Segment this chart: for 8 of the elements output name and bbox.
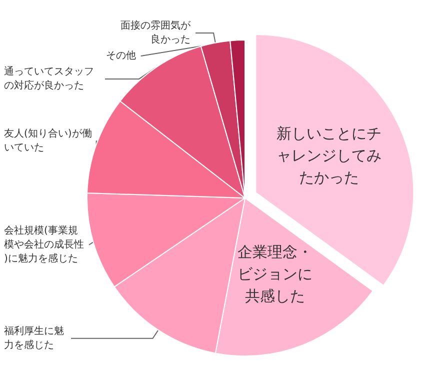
slice-label: その他 — [106, 49, 136, 62]
slice-label: 通っていてスタッフの対応が良かった — [4, 65, 94, 92]
slice-label: 友人(知り合い)が働いていた — [4, 128, 92, 154]
slice-label: 福利厚生に魅力を感じた — [4, 324, 64, 351]
slice-label: 新しいことにチャレンジしてみたかった — [276, 124, 382, 186]
slice-label: 会社規模(事業規模や会社の成長性)に魅力を感じた — [4, 224, 84, 264]
slice-label: 面接の雰囲気が良かった — [120, 19, 192, 46]
slice-label: 企業理念・ビジョンに共感した — [238, 243, 313, 306]
